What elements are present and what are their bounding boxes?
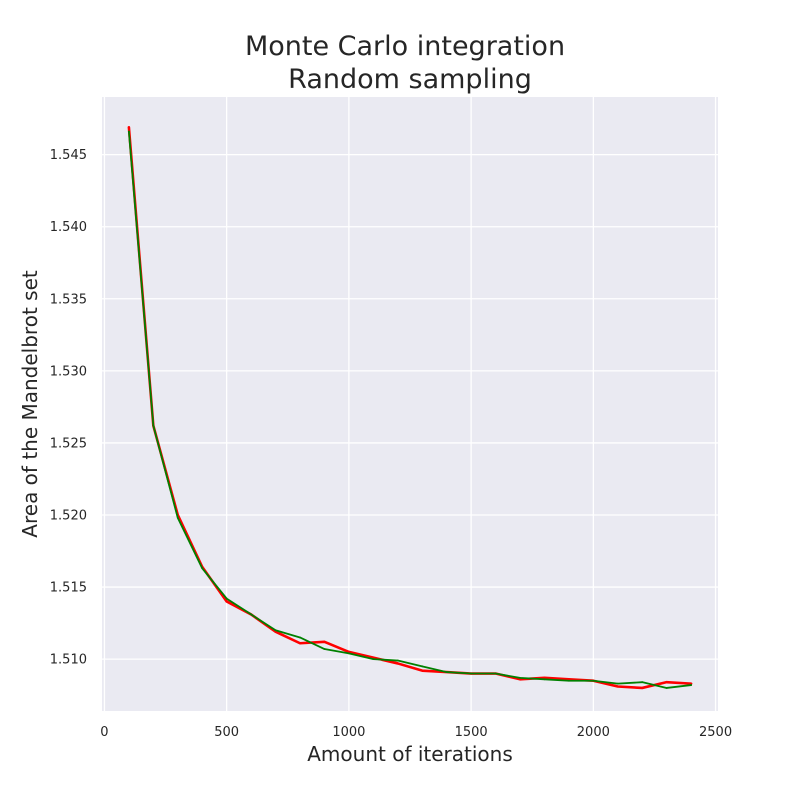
y-axis-label: Area of the Mandelbrot set xyxy=(18,270,42,538)
series-0-point-23 xyxy=(690,682,693,685)
chart-title-line-1: Monte Carlo integration xyxy=(245,31,565,62)
series-1-point-7 xyxy=(299,636,301,639)
series-0-point-0 xyxy=(127,126,130,129)
series-1-point-17 xyxy=(543,678,546,681)
series-0-point-20 xyxy=(616,685,619,688)
x-tick-label-4: 2000 xyxy=(577,725,610,740)
series-1-point-5 xyxy=(250,613,253,616)
series-0-point-11 xyxy=(396,662,399,665)
series-1-point-8 xyxy=(323,648,326,650)
series-1-point-20 xyxy=(616,682,619,685)
series-0-point-17 xyxy=(543,676,546,679)
series-1-point-4 xyxy=(225,597,228,600)
series-line-1 xyxy=(127,130,693,689)
series-0-point-4 xyxy=(225,600,228,603)
series-1-point-22 xyxy=(665,687,668,689)
series-0-point-8 xyxy=(323,640,326,643)
y-tick-labels: 1.510 1.515 1.520 1.525 1.530 1.535 1.540 1.545 xyxy=(50,148,87,667)
series-lines xyxy=(127,125,693,690)
plot-area xyxy=(102,97,718,711)
x-tick-label-3: 1500 xyxy=(455,725,488,740)
series-0-point-7 xyxy=(299,642,301,645)
series-1-point-16 xyxy=(519,676,521,679)
series-1-point-13 xyxy=(445,671,448,673)
y-tick-label-4: 1.530 xyxy=(50,364,87,379)
y-tick-label-1: 1.515 xyxy=(50,581,87,596)
series-1-point-11 xyxy=(396,659,399,662)
series-1-point-23 xyxy=(690,684,693,686)
series-1-point-14 xyxy=(470,672,473,675)
series-1-point-12 xyxy=(421,665,424,668)
grid-lines xyxy=(102,97,718,711)
series-1-point-6 xyxy=(274,629,277,632)
x-tick-label-2: 1000 xyxy=(332,725,365,740)
series-1-point-3 xyxy=(201,567,204,570)
series-1-point-15 xyxy=(494,672,497,675)
y-tick-label-5: 1.535 xyxy=(50,292,87,307)
series-1-point-9 xyxy=(347,652,350,655)
series-1-point-10 xyxy=(372,658,375,661)
x-tick-labels: 0 500 1000 1500 2000 2500 xyxy=(100,725,732,740)
y-tick-label-3: 1.525 xyxy=(50,436,87,451)
series-0-point-18 xyxy=(567,678,570,681)
series-1-point-0 xyxy=(127,130,130,133)
chart-title-line-2: Random sampling xyxy=(288,64,532,95)
y-tick-label-6: 1.540 xyxy=(50,220,87,235)
series-0-point-22 xyxy=(665,681,668,684)
series-0-point-12 xyxy=(421,669,424,672)
y-tick-label-2: 1.520 xyxy=(50,508,87,523)
x-tick-label-0: 0 xyxy=(100,725,108,740)
series-1-point-2 xyxy=(176,516,179,519)
x-tick-label-5: 2500 xyxy=(699,725,732,740)
series-1-point-1 xyxy=(152,424,155,427)
series-1-point-18 xyxy=(567,679,570,682)
y-tick-label-7: 1.545 xyxy=(50,148,87,163)
y-tick-label-0: 1.510 xyxy=(50,653,87,668)
series-1-point-19 xyxy=(592,679,595,682)
series-0-point-16 xyxy=(519,678,521,681)
series-0-point-21 xyxy=(641,687,644,689)
x-tick-label-1: 500 xyxy=(214,725,239,740)
series-1-point-21 xyxy=(641,681,644,684)
x-axis-label: Amount of iterations xyxy=(307,742,513,766)
